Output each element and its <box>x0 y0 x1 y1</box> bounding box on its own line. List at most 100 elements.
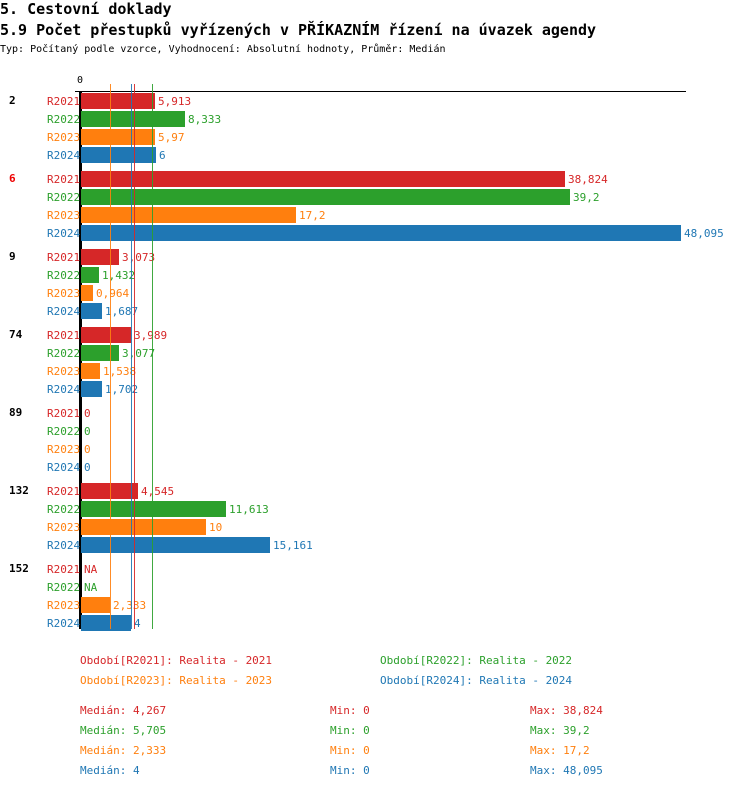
data-label: 0,964 <box>96 287 130 300</box>
series-label: R2021 <box>47 485 81 498</box>
data-label: 1,702 <box>105 383 139 396</box>
group-label: 152 <box>9 562 29 575</box>
series-label: R2024 <box>47 617 81 630</box>
series-label: R2022 <box>47 269 81 282</box>
bar-R2023 <box>81 597 110 613</box>
min-stat: Min: 0 <box>330 744 370 757</box>
data-label: 15,161 <box>273 539 313 552</box>
data-label: 0 <box>84 443 91 456</box>
bar-R2024 <box>81 537 270 553</box>
group-label: 9 <box>9 250 16 263</box>
series-label: R2023 <box>47 209 81 222</box>
bar-R2021 <box>81 93 155 109</box>
data-label: 1,538 <box>103 365 137 378</box>
bar-R2021 <box>81 249 119 265</box>
data-label: NA <box>84 563 98 576</box>
data-label: 5,913 <box>158 95 192 108</box>
series-label: R2022 <box>47 425 81 438</box>
data-label: 38,824 <box>568 173 608 186</box>
series-label: R2024 <box>47 461 81 474</box>
bar-R2021 <box>81 483 138 499</box>
group-label: 6 <box>9 172 16 185</box>
y-axis-line <box>79 91 82 629</box>
max-stat: Max: 17,2 <box>530 744 590 757</box>
chart-subtitle: Typ: Počítaný podle vzorce, Vyhodnocení:… <box>0 44 446 55</box>
series-label: R2022 <box>47 113 81 126</box>
bar-R2021 <box>81 171 565 187</box>
section-title: 5. Cestovní doklady <box>0 0 172 18</box>
bar-R2022 <box>81 267 99 283</box>
data-label: 3,073 <box>122 251 156 264</box>
group-label: 89 <box>9 406 23 419</box>
median-stat: Medián: 4,267 <box>80 704 167 717</box>
data-label: 4,545 <box>141 485 175 498</box>
group-label: 132 <box>9 484 29 497</box>
max-stat: Max: 38,824 <box>530 704 603 717</box>
series-label: R2023 <box>47 599 81 612</box>
series-label: R2023 <box>47 287 81 300</box>
series-label: R2024 <box>47 305 81 318</box>
median-line <box>110 84 111 629</box>
max-stat: Max: 39,2 <box>530 724 590 737</box>
median-stat: Medián: 2,333 <box>80 744 167 757</box>
series-label: R2023 <box>47 443 81 456</box>
series-label: R2022 <box>47 503 81 516</box>
data-label: 6 <box>159 149 166 162</box>
data-label: 0 <box>84 425 91 438</box>
bar-R2024 <box>81 381 102 397</box>
series-label: R2022 <box>47 191 81 204</box>
series-label: R2024 <box>47 149 81 162</box>
group-label: 74 <box>9 328 23 341</box>
bar-R2022 <box>81 189 570 205</box>
series-label: R2021 <box>47 407 81 420</box>
bar-R2021 <box>81 327 131 343</box>
min-stat: Min: 0 <box>330 764 370 777</box>
series-label: R2022 <box>47 581 81 594</box>
data-label: 48,095 <box>684 227 724 240</box>
median-line <box>131 84 132 629</box>
data-label: 0 <box>84 461 91 474</box>
median-stat: Medián: 5,705 <box>80 724 167 737</box>
median-line <box>134 84 135 629</box>
data-label: 17,2 <box>299 209 326 222</box>
data-label: 8,333 <box>188 113 222 126</box>
bar-R2023 <box>81 207 296 223</box>
median-line <box>152 84 153 629</box>
bar-R2024 <box>81 147 156 163</box>
series-label: R2023 <box>47 365 81 378</box>
data-label: 0 <box>84 407 91 420</box>
legend-entry: Období[R2021]: Realita - 2021 <box>80 654 273 667</box>
group-label: 2 <box>9 94 16 107</box>
series-label: R2023 <box>47 521 81 534</box>
chart-title: 5.9 Počet přestupků vyřízených v PŘÍKAZN… <box>0 21 597 39</box>
data-label: 3,077 <box>122 347 156 360</box>
data-label: 2,333 <box>113 599 147 612</box>
series-label: R2024 <box>47 227 81 240</box>
x-axis-line <box>75 91 686 92</box>
legend-entry: Období[R2023]: Realita - 2023 <box>80 674 273 687</box>
series-label: R2021 <box>47 95 81 108</box>
series-label: R2021 <box>47 563 81 576</box>
bar-R2023 <box>81 363 100 379</box>
data-label: 5,97 <box>158 131 185 144</box>
data-label: 11,613 <box>229 503 269 516</box>
median-stat: Medián: 4 <box>80 764 140 777</box>
bar-R2023 <box>81 285 93 301</box>
min-stat: Min: 0 <box>330 704 370 717</box>
series-label: R2021 <box>47 173 81 186</box>
data-label: 4 <box>134 617 141 630</box>
min-stat: Min: 0 <box>330 724 370 737</box>
data-label: 10 <box>209 521 223 534</box>
max-stat: Max: 48,095 <box>530 764 603 777</box>
bar-R2024 <box>81 225 681 241</box>
data-label: 1,687 <box>105 305 139 318</box>
data-label: 39,2 <box>573 191 600 204</box>
bar-R2022 <box>81 111 185 127</box>
data-label: NA <box>84 581 98 594</box>
bar-R2022 <box>81 345 119 361</box>
legend-entry: Období[R2024]: Realita - 2024 <box>380 674 573 687</box>
series-label: R2024 <box>47 539 81 552</box>
bar-R2024 <box>81 303 102 319</box>
series-label: R2022 <box>47 347 81 360</box>
series-label: R2021 <box>47 329 81 342</box>
